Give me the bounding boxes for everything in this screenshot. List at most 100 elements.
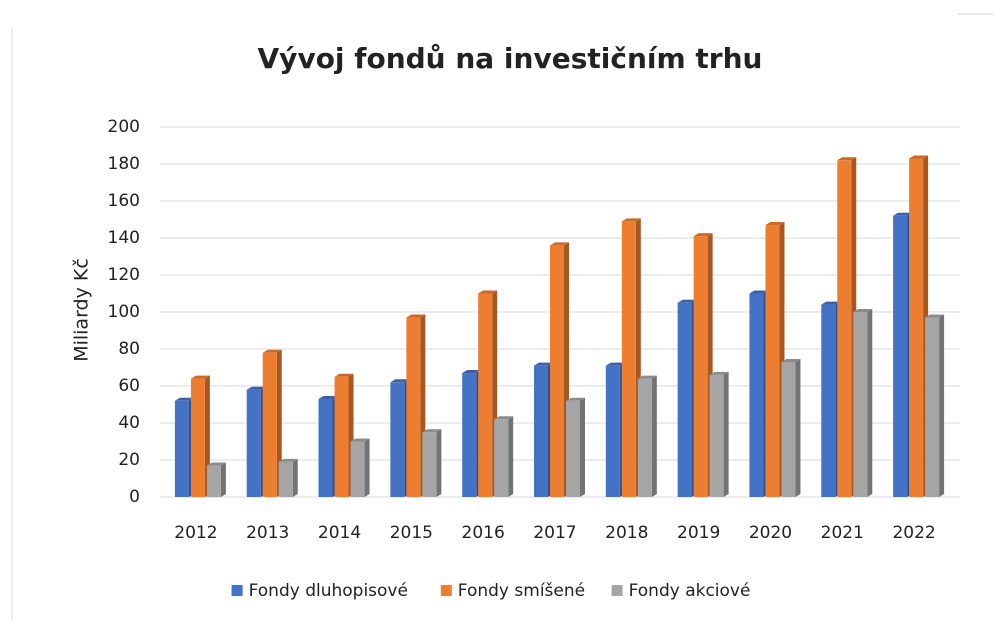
bar <box>246 389 261 497</box>
bar-depth <box>867 309 873 497</box>
bar-depth <box>651 375 657 497</box>
bar-depth <box>276 349 282 497</box>
bar-depth <box>436 429 442 497</box>
x-tick-label: 2020 <box>749 523 792 543</box>
y-tick-label: 20 <box>118 450 140 470</box>
bar <box>462 373 477 497</box>
bar <box>190 378 205 497</box>
x-tick-label: 2017 <box>533 523 576 543</box>
bar-top <box>925 314 945 318</box>
bar-top <box>693 233 713 237</box>
bar <box>550 245 564 497</box>
bar <box>566 400 580 497</box>
y-tick-label: 120 <box>108 265 140 285</box>
bar-depth <box>580 397 585 497</box>
bar <box>390 382 405 497</box>
chart-title: Vývoj fondů na investičním trhu <box>258 42 763 75</box>
bar <box>494 419 509 497</box>
bar-top <box>621 218 641 222</box>
bar <box>677 302 692 497</box>
bar-top <box>534 362 553 366</box>
bar-depth <box>508 416 514 497</box>
bar-top <box>765 222 785 226</box>
bar-top <box>853 309 873 312</box>
bar-top <box>749 290 769 294</box>
bar <box>174 400 189 497</box>
x-tick-label: 2013 <box>246 523 289 543</box>
y-tick-label: 80 <box>118 339 140 359</box>
bar-top <box>909 155 929 159</box>
x-tick-label: 2014 <box>318 523 361 543</box>
bar <box>278 461 293 497</box>
bar-depth <box>723 371 729 497</box>
bar-top <box>837 157 857 161</box>
bar <box>406 317 421 497</box>
bar-top <box>390 379 410 383</box>
x-tick-label: 2012 <box>174 523 217 543</box>
bar-top <box>462 370 482 374</box>
bar-top <box>677 299 697 303</box>
legend-label: Fondy smíšené <box>458 581 585 601</box>
bar-top <box>206 462 226 466</box>
legend-swatch <box>611 585 623 596</box>
bar <box>422 432 437 497</box>
bar-top <box>709 371 729 375</box>
y-tick-label: 40 <box>118 413 140 433</box>
bar-top <box>318 395 338 399</box>
bar-top <box>821 301 841 305</box>
bar-top <box>334 373 354 377</box>
y-tick-label: 200 <box>108 117 140 137</box>
bar <box>262 352 277 497</box>
bar <box>621 221 636 497</box>
x-tick-label: 2019 <box>677 523 720 543</box>
y-tick-label: 180 <box>108 154 140 174</box>
y-tick-label: 60 <box>118 376 140 396</box>
bar-top <box>350 438 370 442</box>
bar-depth <box>364 438 370 497</box>
x-tick-label: 2018 <box>605 523 648 543</box>
bar-top <box>406 314 426 318</box>
bar-top <box>422 429 442 433</box>
y-tick-label: 160 <box>108 191 140 211</box>
bar <box>765 225 780 498</box>
bar <box>893 215 908 498</box>
y-tick-label: 0 <box>129 487 140 507</box>
bar-top <box>478 290 498 294</box>
bar <box>350 441 365 497</box>
bar-top <box>550 242 569 246</box>
bar-top <box>566 397 585 401</box>
y-axis-title: Miliardy Kč <box>71 258 93 362</box>
x-tick-label: 2015 <box>390 523 433 543</box>
bar-top <box>174 397 194 401</box>
bar <box>534 365 548 497</box>
bar-top <box>893 212 913 216</box>
bar-depth <box>795 358 801 497</box>
x-tick-label: 2016 <box>462 523 505 543</box>
bar-top <box>605 362 625 366</box>
bar-depth <box>220 462 226 497</box>
bar <box>821 304 836 497</box>
bar <box>605 365 620 497</box>
bar-top <box>246 386 266 390</box>
bar-depth <box>292 458 298 497</box>
legend-swatch <box>440 585 452 596</box>
legend-swatch <box>231 585 243 596</box>
legend-label: Fondy akciové <box>629 581 751 601</box>
bar <box>837 160 852 498</box>
bar-top <box>278 458 298 462</box>
bar-top <box>781 358 801 362</box>
bar-top <box>262 349 282 353</box>
bar-depth <box>939 314 945 497</box>
bar <box>781 361 796 497</box>
x-tick-label: 2021 <box>821 523 864 543</box>
bar <box>749 293 764 497</box>
bar-top <box>637 375 657 379</box>
bar <box>637 378 652 497</box>
bar <box>478 293 493 497</box>
bar <box>909 158 924 497</box>
bar <box>206 465 221 497</box>
bar-top <box>494 416 514 420</box>
y-tick-label: 140 <box>108 228 140 248</box>
x-tick-label: 2022 <box>892 523 935 543</box>
